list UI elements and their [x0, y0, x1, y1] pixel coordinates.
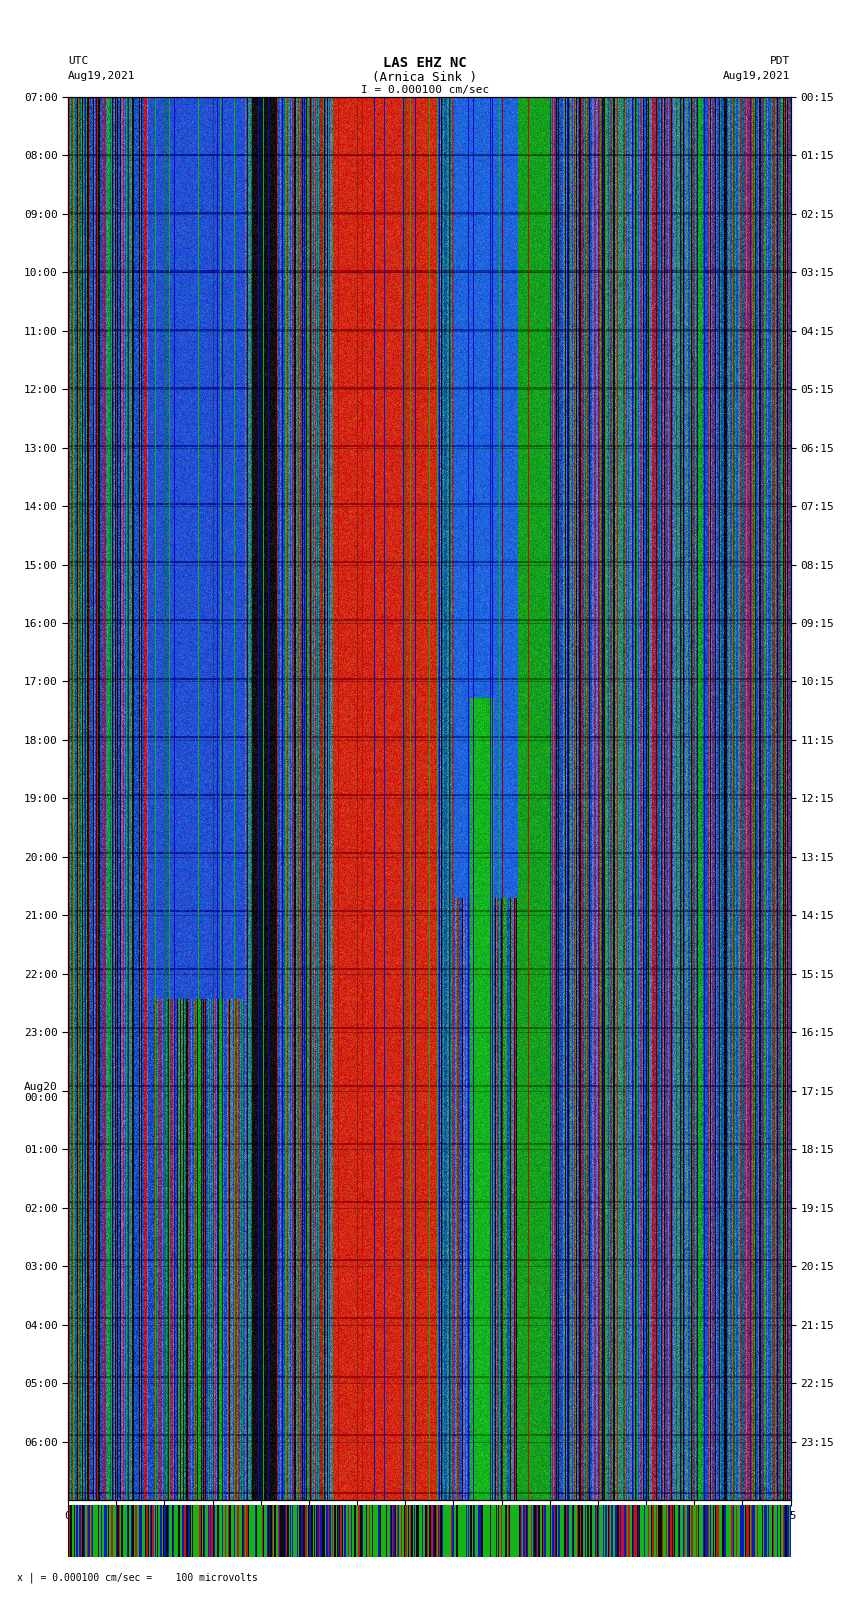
Text: Aug19,2021: Aug19,2021 — [723, 71, 791, 81]
Text: LAS EHZ NC: LAS EHZ NC — [383, 56, 467, 71]
Text: I = 0.000100 cm/sec: I = 0.000100 cm/sec — [361, 85, 489, 95]
Text: Aug19,2021: Aug19,2021 — [68, 71, 135, 81]
X-axis label: TIME (MINUTES): TIME (MINUTES) — [377, 1526, 482, 1539]
Text: PDT: PDT — [770, 56, 790, 66]
Text: UTC: UTC — [68, 56, 88, 66]
Text: x | = 0.000100 cm/sec =    100 microvolts: x | = 0.000100 cm/sec = 100 microvolts — [17, 1573, 258, 1584]
Text: (Arnica Sink ): (Arnica Sink ) — [372, 71, 478, 84]
